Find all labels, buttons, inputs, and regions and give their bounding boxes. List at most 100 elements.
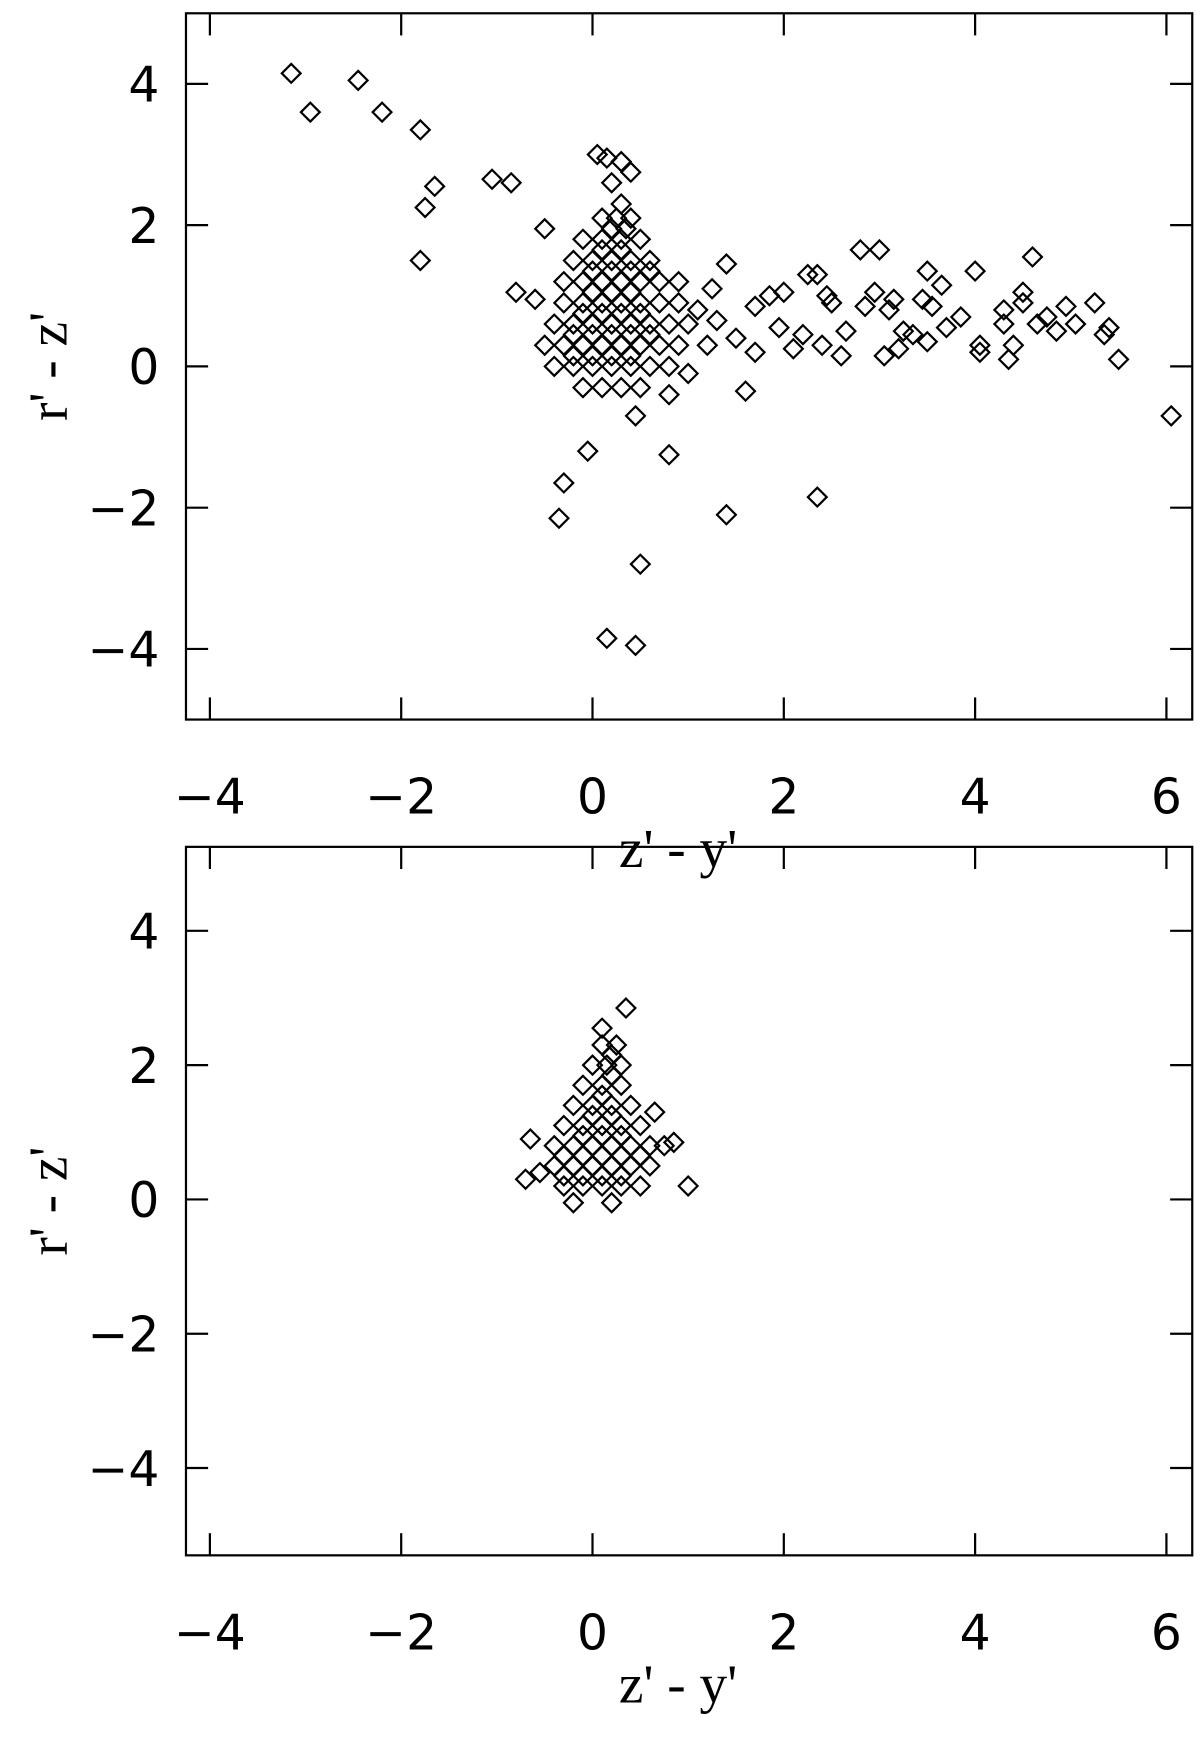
point bbox=[543, 355, 566, 378]
point bbox=[619, 1154, 642, 1177]
point bbox=[619, 207, 642, 230]
point bbox=[600, 1044, 623, 1067]
point bbox=[992, 313, 1015, 336]
x-tick-label: 0 bbox=[577, 1605, 608, 1661]
point bbox=[591, 376, 614, 399]
point bbox=[619, 323, 642, 346]
point bbox=[878, 298, 901, 321]
point bbox=[533, 334, 556, 357]
point bbox=[921, 295, 944, 318]
point bbox=[629, 553, 652, 576]
x-axis-label: z' - y' bbox=[619, 818, 737, 879]
panel: −4 −2 0 2 4 6 −4 −2 0 2 4 z' - y' r' - z' bbox=[17, 12, 1194, 879]
point bbox=[911, 288, 934, 311]
point bbox=[619, 161, 642, 184]
point bbox=[600, 260, 623, 283]
point bbox=[997, 348, 1020, 371]
point bbox=[519, 1128, 542, 1150]
y-tick-label: 2 bbox=[128, 199, 159, 255]
point bbox=[610, 1175, 633, 1197]
point bbox=[1093, 323, 1116, 346]
point bbox=[1021, 245, 1044, 268]
point bbox=[610, 1074, 633, 1097]
y-tick-label: 4 bbox=[128, 58, 159, 114]
point bbox=[610, 1124, 633, 1147]
point bbox=[1011, 291, 1034, 314]
point bbox=[667, 334, 690, 357]
point bbox=[548, 507, 571, 530]
point bbox=[481, 168, 504, 191]
point bbox=[930, 274, 953, 297]
point bbox=[638, 1134, 661, 1157]
point bbox=[514, 1168, 537, 1191]
point bbox=[591, 1175, 614, 1197]
point bbox=[610, 193, 633, 215]
point bbox=[571, 334, 594, 357]
point bbox=[543, 313, 566, 336]
point bbox=[528, 1161, 551, 1184]
point bbox=[849, 238, 872, 261]
point bbox=[677, 1175, 700, 1197]
y-axis-label: r' - z' bbox=[17, 1147, 78, 1256]
y-axis-label: r' - z' bbox=[17, 312, 78, 421]
point bbox=[552, 291, 575, 314]
point bbox=[968, 334, 991, 357]
point bbox=[591, 1124, 614, 1147]
point bbox=[571, 1144, 594, 1167]
point bbox=[768, 316, 791, 339]
x-tick-label: 6 bbox=[1151, 1605, 1182, 1661]
point bbox=[863, 281, 886, 304]
point bbox=[648, 334, 671, 357]
point bbox=[571, 376, 594, 399]
point bbox=[725, 327, 747, 350]
plot-frame bbox=[184, 845, 1194, 1557]
point bbox=[796, 263, 819, 286]
point bbox=[600, 344, 623, 367]
point bbox=[581, 1104, 604, 1127]
point bbox=[619, 1134, 642, 1157]
point bbox=[615, 997, 637, 1020]
point bbox=[552, 334, 575, 357]
point bbox=[715, 253, 738, 275]
point bbox=[624, 634, 647, 657]
point bbox=[916, 330, 939, 353]
point bbox=[882, 288, 905, 311]
point bbox=[667, 291, 690, 314]
point bbox=[806, 486, 829, 509]
point bbox=[1098, 316, 1121, 339]
point bbox=[1160, 404, 1183, 427]
point bbox=[868, 238, 891, 261]
y-tick-label: 2 bbox=[128, 1039, 159, 1095]
point bbox=[677, 362, 700, 385]
x-tick-label: 4 bbox=[960, 1605, 991, 1661]
point bbox=[1083, 291, 1106, 314]
point bbox=[409, 118, 432, 141]
point bbox=[581, 281, 604, 304]
point bbox=[629, 302, 652, 325]
point bbox=[552, 1114, 575, 1137]
point bbox=[624, 404, 647, 427]
point bbox=[610, 302, 633, 325]
point bbox=[600, 1134, 623, 1157]
point bbox=[571, 228, 594, 251]
point bbox=[543, 1134, 566, 1157]
point bbox=[562, 249, 585, 272]
point bbox=[715, 503, 738, 526]
x-tick-label: −4 bbox=[174, 770, 246, 826]
point bbox=[562, 344, 585, 367]
point bbox=[299, 101, 322, 124]
point bbox=[658, 313, 681, 336]
point bbox=[658, 355, 681, 378]
point bbox=[552, 1175, 575, 1197]
y-tick-label: 0 bbox=[128, 1173, 159, 1229]
point bbox=[1026, 313, 1049, 336]
point bbox=[949, 306, 972, 328]
point bbox=[347, 69, 370, 92]
point bbox=[629, 1114, 652, 1137]
point bbox=[600, 217, 623, 240]
point bbox=[619, 1094, 642, 1117]
point bbox=[571, 270, 594, 293]
point bbox=[935, 316, 958, 339]
point bbox=[562, 1154, 585, 1177]
point bbox=[964, 260, 987, 283]
